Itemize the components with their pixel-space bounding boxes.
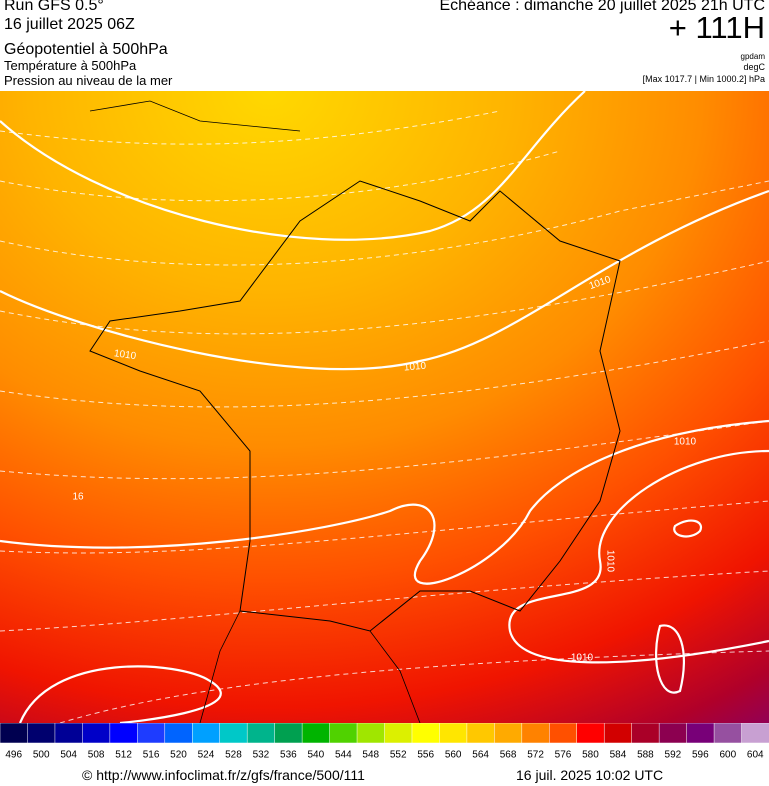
colorbar-label: 536 bbox=[280, 750, 297, 761]
colorbar-label: 556 bbox=[417, 750, 434, 761]
color-swatch bbox=[0, 723, 29, 744]
color-swatch bbox=[494, 723, 523, 744]
color-swatch bbox=[686, 723, 715, 744]
run-date: 16 juillet 2025 06Z bbox=[4, 16, 135, 33]
color-swatch bbox=[137, 723, 166, 744]
forecast-time: Echéance : dimanche 20 juillet 2025 21h … bbox=[439, 0, 765, 14]
colorbar-label: 504 bbox=[60, 750, 77, 761]
color-swatch bbox=[109, 723, 139, 744]
colorbar-label: 580 bbox=[582, 750, 599, 761]
colorbar-label: 600 bbox=[719, 750, 736, 761]
pressure-label: 1010 bbox=[571, 653, 594, 664]
color-swatch bbox=[246, 723, 276, 744]
colorbar-label: 508 bbox=[88, 750, 105, 761]
colorbar-label: 576 bbox=[555, 750, 572, 761]
pressure-label: 1010 bbox=[604, 550, 615, 573]
source-url: © http://www.infoclimat.fr/z/gfs/france/… bbox=[82, 767, 365, 783]
colorbar-label: 592 bbox=[665, 750, 682, 761]
colorbar-label: 516 bbox=[143, 750, 160, 761]
colorbar-label: 520 bbox=[170, 750, 187, 761]
colorbar-label: 532 bbox=[253, 750, 270, 761]
color-swatch bbox=[521, 723, 551, 744]
colorbar-label: 560 bbox=[445, 750, 462, 761]
colorbar-label: 548 bbox=[362, 750, 379, 761]
field-2: Température à 500hPa bbox=[4, 58, 137, 73]
colorbar-label: 500 bbox=[33, 750, 50, 761]
color-swatch bbox=[164, 723, 194, 744]
iberia-coast bbox=[199, 610, 421, 723]
temperature-field bbox=[0, 91, 769, 723]
colorbar-label: 584 bbox=[610, 750, 627, 761]
color-swatch bbox=[576, 723, 605, 744]
colorbar-label: 512 bbox=[115, 750, 132, 761]
color-swatch bbox=[466, 723, 496, 744]
field-1: Géopotentiel à 500hPa bbox=[4, 41, 168, 58]
color-swatch bbox=[384, 723, 413, 744]
color-swatch bbox=[27, 723, 56, 744]
colorbar-label: 596 bbox=[692, 750, 709, 761]
colorbar-label: 528 bbox=[225, 750, 242, 761]
color-swatch bbox=[219, 723, 248, 744]
color-swatch bbox=[329, 723, 358, 744]
pressure-label: 1010 bbox=[674, 437, 697, 448]
unit-2: degC bbox=[743, 62, 765, 72]
color-swatch bbox=[192, 723, 221, 744]
france-outline bbox=[89, 180, 621, 632]
colorbar-label: 588 bbox=[637, 750, 654, 761]
color-swatch bbox=[631, 723, 660, 744]
color-swatch bbox=[301, 723, 331, 744]
pressure-label: 1010 bbox=[403, 361, 427, 374]
pressure-range: [Max 1017.7 | Min 1000.2] hPa bbox=[642, 74, 765, 84]
pressure-contours bbox=[0, 91, 769, 723]
timestamp: 16 juil. 2025 10:02 UTC bbox=[516, 767, 664, 783]
color-swatch bbox=[82, 723, 111, 744]
colorbar-label: 564 bbox=[472, 750, 489, 761]
colorbar-label: 524 bbox=[198, 750, 215, 761]
color-swatch bbox=[411, 723, 441, 744]
colorbar-label: 552 bbox=[390, 750, 407, 761]
pressure-label: 1010 bbox=[113, 348, 137, 362]
color-swatch bbox=[603, 723, 633, 744]
colorbar: 496 500 504 508 512 516 520 524 528 532 536 540 544 5… bbox=[0, 723, 769, 761]
color-swatch bbox=[439, 723, 468, 744]
color-swatch bbox=[356, 723, 386, 744]
england-coast bbox=[89, 100, 301, 132]
unit-1: gpdam bbox=[740, 52, 765, 61]
colorbar-label: 540 bbox=[307, 750, 324, 761]
run-title: Run GFS 0.5° bbox=[4, 0, 104, 14]
color-swatch bbox=[713, 723, 743, 744]
temperature-contours bbox=[0, 110, 769, 723]
field-3: Pression au niveau de la mer bbox=[4, 73, 173, 88]
temperature-label: 16 bbox=[72, 492, 84, 503]
colorbar-label: 496 bbox=[5, 750, 22, 761]
color-swatch bbox=[658, 723, 688, 744]
color-swatch bbox=[741, 723, 769, 744]
colorbar-label: 544 bbox=[335, 750, 352, 761]
colorbar-label: 568 bbox=[500, 750, 517, 761]
color-swatch bbox=[549, 723, 578, 744]
color-swatch bbox=[274, 723, 303, 744]
lead-time: + 111H bbox=[668, 10, 765, 45]
colorbar-label: 604 bbox=[747, 750, 764, 761]
color-swatch bbox=[54, 723, 84, 744]
colorbar-label: 572 bbox=[527, 750, 544, 761]
